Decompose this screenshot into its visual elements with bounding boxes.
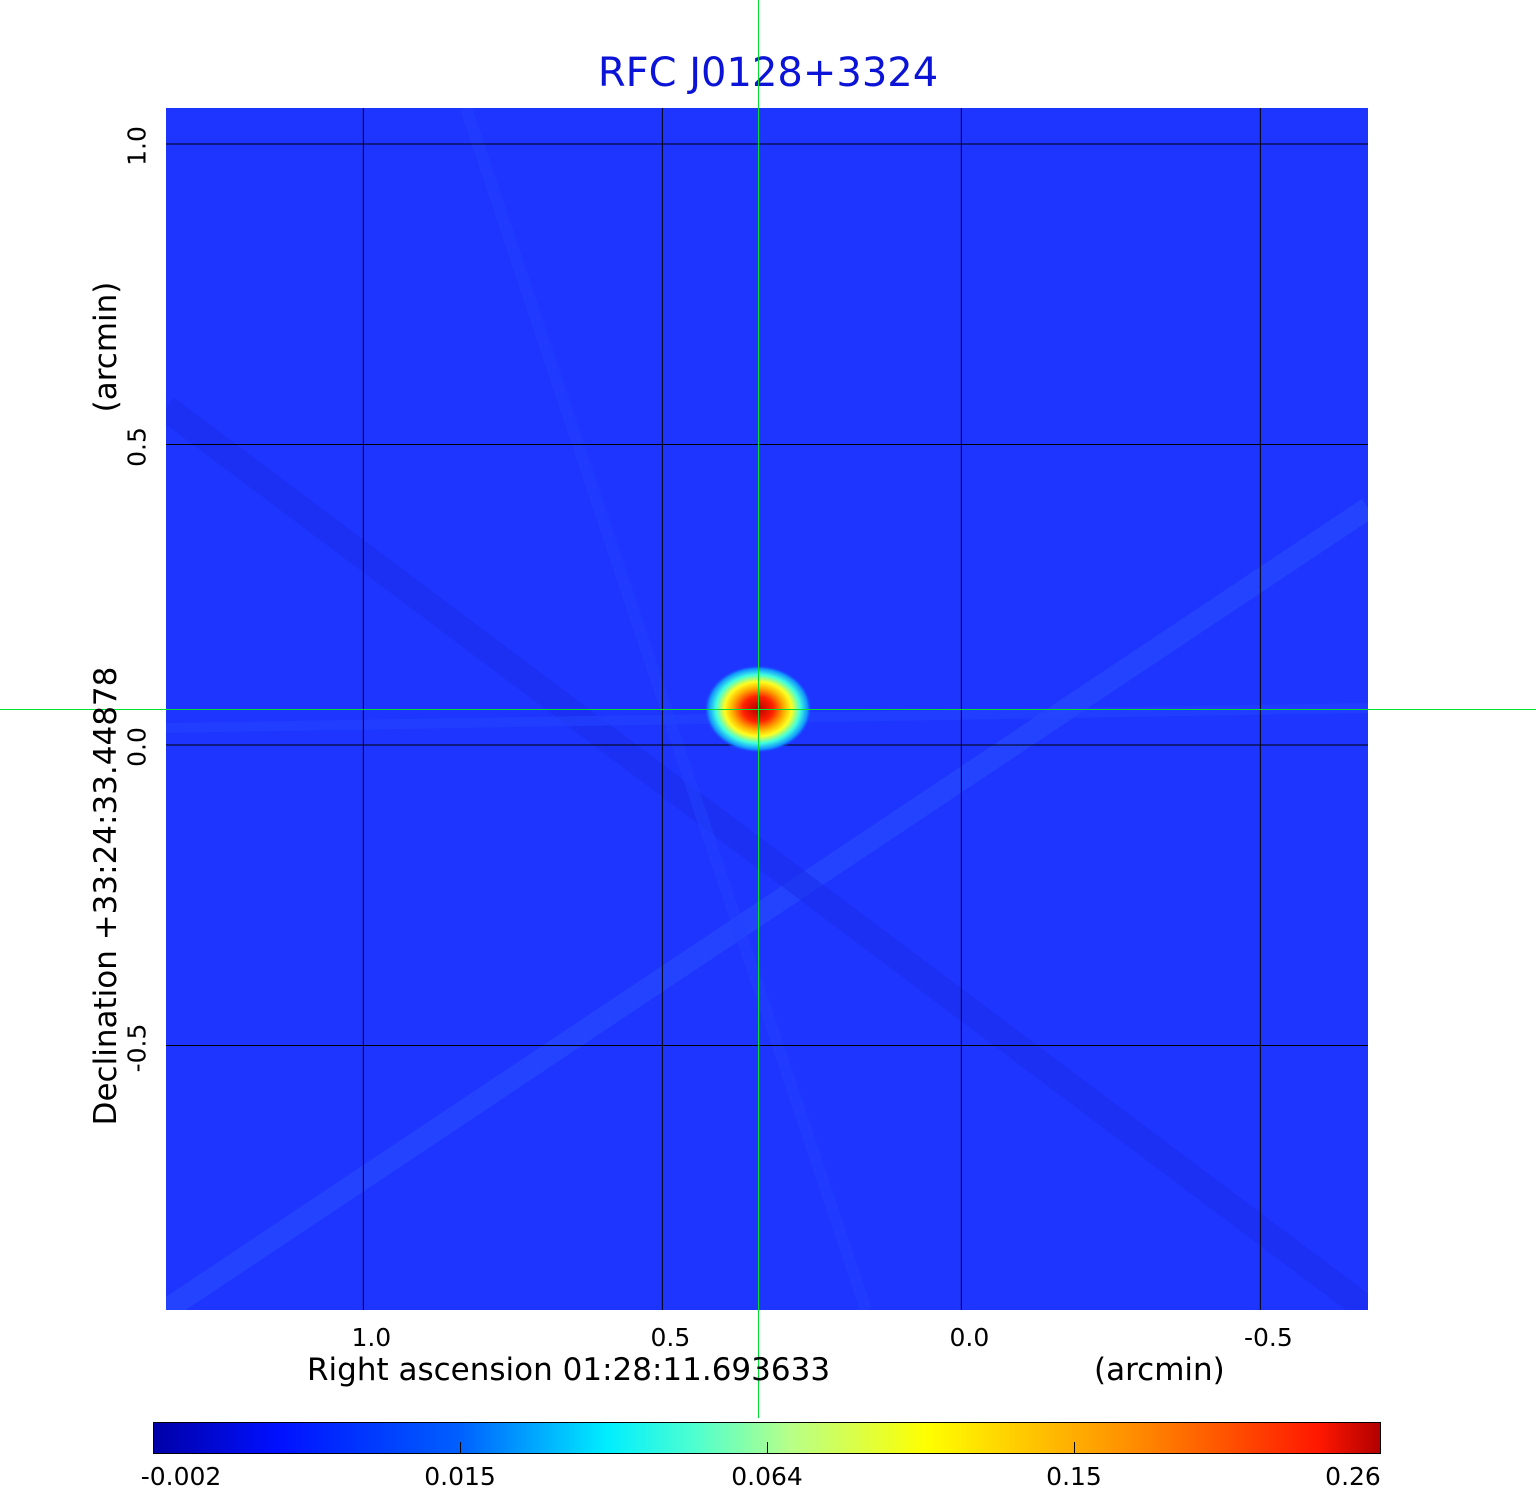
colorbar-tick-label: 0.064: [731, 1462, 803, 1491]
x-tick-label: -0.5: [1243, 1323, 1293, 1352]
chart-title: RFC J0128+3324: [597, 50, 939, 96]
colorbar-tick-mark: [460, 1442, 461, 1454]
y-tick-label: 0.5: [122, 426, 152, 467]
y-axis-unit: (arcmin): [88, 281, 124, 413]
colorbar-tick-mark: [767, 1442, 768, 1454]
colorbar-tick-label: 0.15: [1046, 1462, 1102, 1491]
crosshair-horizontal: [0, 708, 1536, 710]
image-plot-svg: [166, 108, 1368, 1310]
x-tick-label: 0.5: [650, 1323, 691, 1352]
y-tick-label: 0.0: [122, 727, 152, 767]
y-tick-label: -0.5: [122, 1023, 152, 1072]
x-axis-unit: (arcmin): [1094, 1352, 1225, 1388]
y-axis-label: Declination +33:24:33.44878: [88, 666, 124, 1126]
colorbar-tick-label: 0.26: [1325, 1462, 1381, 1491]
colorbar-tick-label: -0.002: [140, 1462, 222, 1491]
sidelobe-streak: [166, 397, 1368, 1310]
y-tick-label: 1.0: [122, 126, 152, 166]
colorbar-tick-mark: [1074, 1442, 1075, 1454]
x-tick-label: 1.0: [351, 1323, 392, 1352]
x-axis-label: Right ascension 01:28:11.693633: [307, 1352, 831, 1388]
sidelobe-streak: [166, 498, 1368, 1310]
colorbar-tick-label: 0.015: [424, 1462, 496, 1491]
x-tick-label: 0.0: [949, 1323, 990, 1352]
